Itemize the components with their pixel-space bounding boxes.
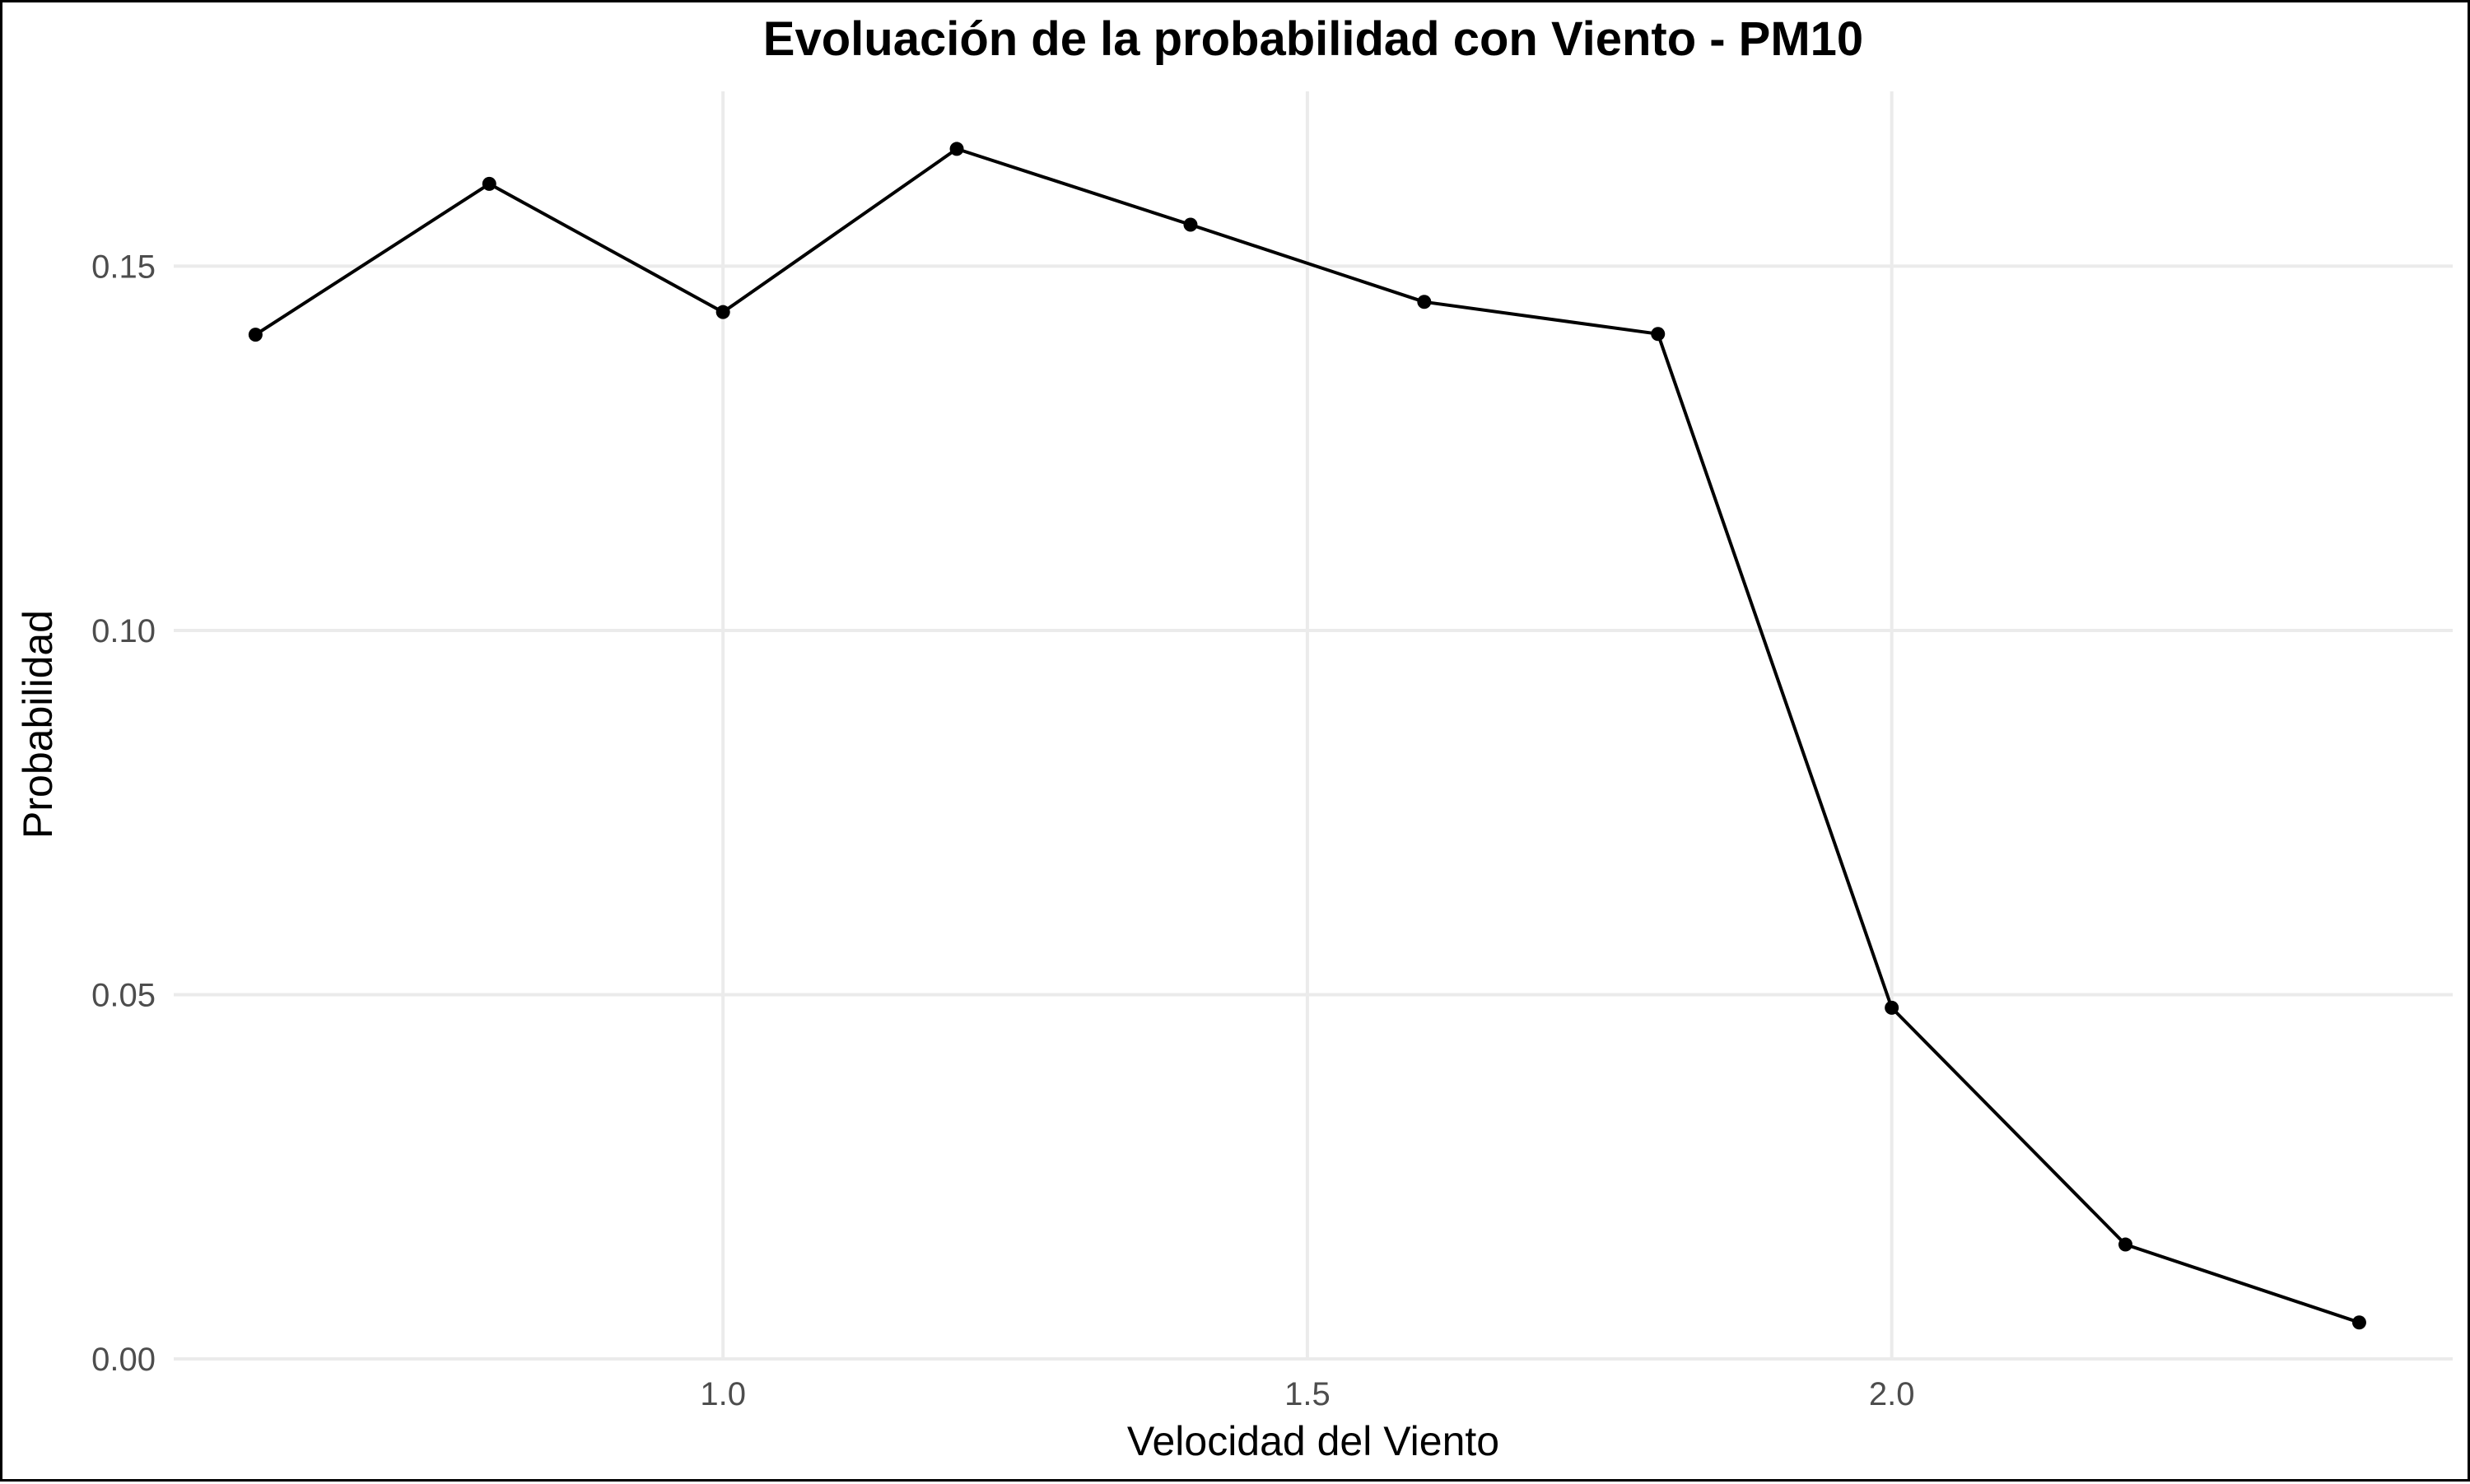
y-tick-label: 0.15 xyxy=(91,249,156,285)
data-point xyxy=(1417,295,1432,309)
x-tick-label: 1.0 xyxy=(700,1376,746,1412)
y-tick-labels: 0.00 0.05 0.10 0.15 xyxy=(91,249,156,1378)
data-point xyxy=(949,142,964,156)
y-tick-label: 0.05 xyxy=(91,977,156,1013)
y-axis-title: Probabilidad xyxy=(15,610,61,839)
grid-layer xyxy=(174,91,2453,1361)
x-tick-label: 2.0 xyxy=(1869,1376,1915,1412)
data-point xyxy=(2118,1237,2133,1252)
data-point xyxy=(2351,1315,2366,1330)
chart-title: Evoluación de la probabilidad con Viento… xyxy=(763,12,1863,66)
point-layer xyxy=(248,142,2366,1330)
data-point xyxy=(1651,327,1666,342)
x-axis-title: Velocidad del Viento xyxy=(1127,1418,1499,1464)
y-tick-label: 0.00 xyxy=(91,1342,156,1378)
data-point xyxy=(482,176,496,191)
data-point xyxy=(248,328,263,342)
data-point xyxy=(1885,1000,1899,1015)
series-line xyxy=(254,147,2360,1324)
line-layer xyxy=(254,147,2360,1324)
y-tick-label: 0.10 xyxy=(91,613,156,649)
x-tick-labels: 1.0 1.5 2.0 xyxy=(700,1376,1914,1412)
x-tick-label: 1.5 xyxy=(1284,1376,1331,1412)
data-point xyxy=(715,305,730,319)
data-point xyxy=(1183,217,1198,232)
